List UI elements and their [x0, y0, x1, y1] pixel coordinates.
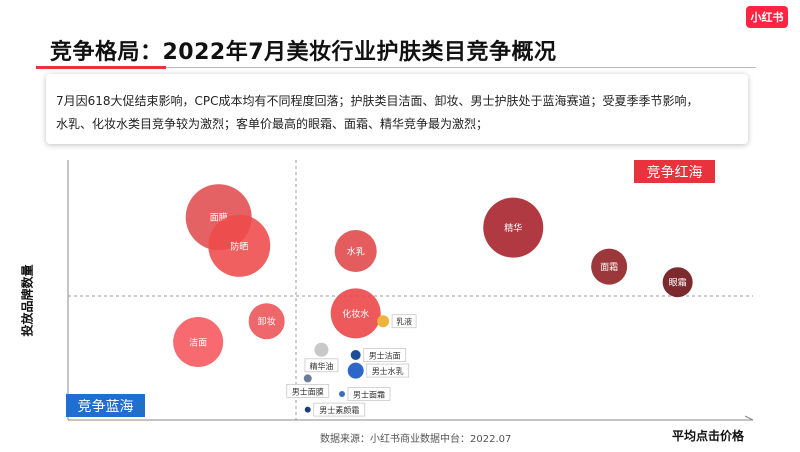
bubble-label-2: 水乳	[347, 246, 365, 258]
bubble-1	[208, 214, 271, 277]
title-underline	[166, 67, 756, 68]
bubble-13	[303, 374, 312, 383]
bubble-14	[339, 391, 345, 397]
bubble-7	[248, 303, 285, 340]
bubble-label-12: 男士水乳	[372, 366, 404, 376]
bubble-label-15: 男士素颜霜	[319, 405, 359, 415]
page-title: 竞争格局：2022年7月美妆行业护肤类目竞争概况	[50, 40, 557, 65]
bubble-label-box-12	[366, 363, 410, 378]
bubble-label-box-11	[363, 348, 407, 362]
y-axis-label-wrap: 投放品牌数量	[12, 225, 42, 375]
bubble-9	[377, 315, 390, 328]
bubble-5	[662, 267, 693, 298]
xiaohongshu-logo: 小红书	[746, 6, 788, 28]
bubble-label-4: 面霜	[600, 262, 618, 273]
bubble-12	[347, 362, 364, 379]
bubble-label-8: 洁面	[189, 337, 207, 349]
x-axis-arrow	[744, 415, 754, 421]
bubble-label-7: 卸妆	[258, 316, 276, 328]
summary-line-1: 7月因618大促结束影响，CPC成本均有不同程度回落；护肤类目洁面、卸妆、男士护…	[56, 94, 699, 108]
y-axis-label: 投放品牌数量	[20, 263, 35, 337]
bubble-6	[330, 288, 381, 339]
bubble-label-box-13	[286, 383, 330, 398]
bubble-2	[334, 230, 377, 272]
bubble-label-9: 乳液	[396, 317, 412, 327]
data-source-note: 数据来源：小红书商业数据中台：2022.07	[320, 434, 512, 445]
bubble-label-1: 防晒	[230, 240, 248, 252]
bubble-11	[350, 350, 361, 360]
summary-box: 7月因618大促结束影响，CPC成本均有不同程度回落；护肤类目洁面、卸妆、男士护…	[46, 74, 748, 144]
bubble-label-3: 精华	[504, 222, 522, 234]
bubble-label-11: 男士洁面	[369, 351, 401, 361]
bubble-label-box-10	[304, 358, 339, 373]
bubble-4	[591, 248, 628, 285]
bubble-label-0: 面膜	[210, 213, 228, 224]
bubble-15	[304, 406, 311, 413]
bubble-label-14: 男士面霜	[353, 390, 385, 400]
bubble-label-box-9	[391, 314, 417, 329]
red-ocean-badge: 竞争红海	[634, 160, 715, 183]
summary-line-2: 水乳、化妆水类目竞争较为激烈；客单价最高的眼霜、面霜、精华竞争最为激烈；	[56, 117, 489, 131]
bubble-3	[483, 197, 544, 258]
bubble-label-13: 男士面膜	[292, 386, 324, 396]
bubble-label-box-14	[347, 387, 391, 401]
bubble-label-5: 眼霜	[669, 278, 687, 289]
blue-ocean-badge: 竞争蓝海	[66, 394, 145, 417]
bubble-label-10: 精华油	[309, 361, 333, 371]
bubble-label-6: 化妆水	[342, 308, 369, 320]
title-underline-accent	[36, 66, 166, 69]
x-axis-label: 平均点击价格	[671, 429, 744, 443]
bubble-8	[173, 317, 224, 367]
bubble-10	[314, 342, 329, 357]
bubble-label-box-15	[313, 402, 366, 417]
